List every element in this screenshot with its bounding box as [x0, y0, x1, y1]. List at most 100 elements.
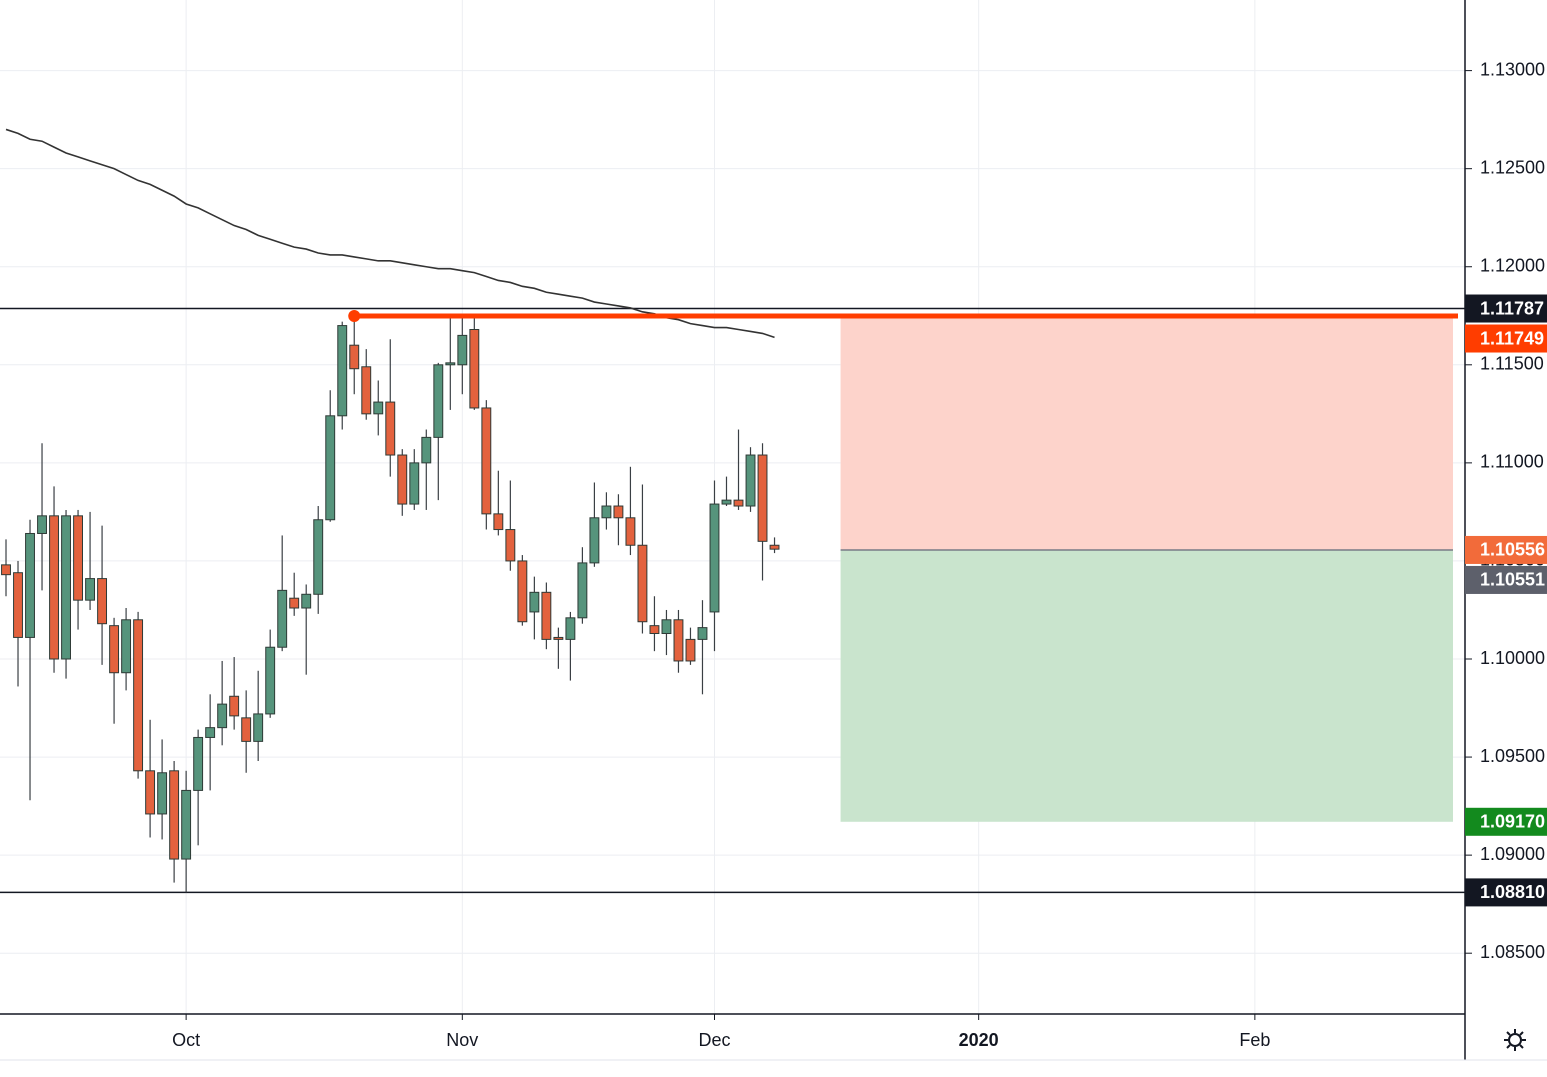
candle-body: [133, 619, 144, 772]
price-label-box: [1465, 294, 1547, 323]
stop-ray-anchor: [348, 309, 361, 322]
candle-body: [649, 625, 660, 635]
candle-body: [109, 625, 120, 674]
candle-body: [505, 529, 516, 562]
candle-body: [409, 462, 420, 505]
y-tick-label: 1.09500: [1480, 746, 1545, 766]
candle-body: [121, 619, 132, 674]
candle-body: [265, 646, 276, 715]
candle-body: [361, 366, 372, 415]
candle-body: [205, 727, 216, 738]
candle-body: [661, 619, 672, 635]
candle-body: [37, 515, 47, 534]
candle-body: [625, 517, 636, 546]
candle-body: [325, 415, 336, 521]
candle-body: [397, 454, 408, 505]
price-label: 1.10556: [1480, 540, 1545, 560]
price-label-box: [1465, 535, 1547, 564]
candle-body: [685, 638, 696, 662]
x-tick-label: Oct: [172, 1030, 200, 1050]
candle-body: [337, 325, 348, 417]
candle-body: [421, 436, 432, 464]
x-tick-label: Feb: [1239, 1030, 1270, 1050]
candle-body: [253, 713, 264, 742]
candle-body: [373, 401, 384, 415]
axes: 1.085001.090001.095001.100001.105001.110…: [172, 59, 1547, 1050]
candle-body: [97, 578, 108, 625]
x-tick-label: Dec: [698, 1030, 730, 1050]
candle-body: [217, 703, 228, 729]
candle-body: [49, 515, 59, 660]
candle-body: [529, 591, 540, 613]
candle-body: [517, 560, 528, 623]
price-label-box: [1465, 324, 1547, 353]
candle-body: [433, 364, 444, 438]
price-label-box: [1465, 878, 1547, 907]
price-label: 1.10551: [1480, 570, 1545, 590]
settings-icon[interactable]: [1504, 1029, 1526, 1051]
y-tick-label: 1.08500: [1480, 942, 1545, 962]
candle-body: [601, 505, 612, 519]
x-tick-label: Nov: [446, 1030, 478, 1050]
candle-body: [577, 562, 588, 619]
candle-body: [313, 519, 324, 595]
candle-body: [289, 597, 300, 609]
price-label: 1.08810: [1480, 882, 1545, 902]
y-tick-label: 1.11000: [1480, 452, 1544, 472]
candle-body: [745, 454, 756, 507]
candle-body: [73, 515, 83, 601]
candle-body: [169, 770, 180, 860]
candle-body: [157, 772, 168, 815]
candle-body: [349, 344, 360, 370]
price-label-box: [1465, 565, 1547, 594]
candle-body: [697, 627, 708, 640]
candle-body: [553, 636, 564, 640]
plot: [0, 128, 1465, 894]
x-tick-label: 2020: [959, 1030, 999, 1050]
candle-body: [709, 503, 720, 613]
price-label-box: [1465, 807, 1547, 836]
candle-body: [457, 334, 468, 366]
candle-body: [721, 499, 732, 505]
candle-body: [769, 544, 780, 550]
gear-teeth: [1504, 1029, 1526, 1051]
candle-body: [241, 717, 252, 742]
y-tick-label: 1.11500: [1480, 354, 1544, 374]
candle-body: [85, 578, 96, 601]
y-tick-label: 1.13000: [1480, 59, 1545, 79]
candle-body: [613, 505, 624, 519]
candle-body: [541, 591, 552, 640]
candle-body: [469, 329, 480, 409]
candle-body: [493, 513, 504, 531]
gear-ring: [1508, 1033, 1522, 1047]
candle-body: [385, 401, 396, 456]
candle-body: [145, 770, 156, 815]
candle-body: [565, 617, 576, 640]
candle-body: [673, 619, 684, 662]
candle-body: [757, 454, 768, 542]
candle-body: [61, 515, 71, 660]
candle-body: [229, 695, 240, 717]
candle-body: [13, 572, 23, 638]
y-tick-label: 1.10000: [1480, 648, 1545, 668]
y-tick-label: 1.09000: [1480, 844, 1545, 864]
position-zones: [840, 315, 1453, 822]
candle-body: [445, 362, 456, 366]
candle-body: [193, 736, 204, 791]
price-label: 1.09170: [1480, 812, 1545, 832]
candle-body: [181, 789, 192, 860]
profit-zone: [840, 549, 1453, 822]
candle-body: [733, 499, 744, 507]
moving-average: [5, 128, 775, 339]
candle-body: [589, 517, 600, 564]
y-tick-label: 1.12000: [1480, 255, 1545, 275]
candle-body: [1, 564, 11, 576]
y-tick-label: 1.12500: [1480, 157, 1545, 177]
candle-body: [481, 407, 492, 515]
price-label: 1.11749: [1480, 328, 1544, 348]
candle-body: [277, 589, 288, 648]
candle-body: [301, 593, 312, 609]
price-label: 1.11787: [1480, 298, 1544, 318]
